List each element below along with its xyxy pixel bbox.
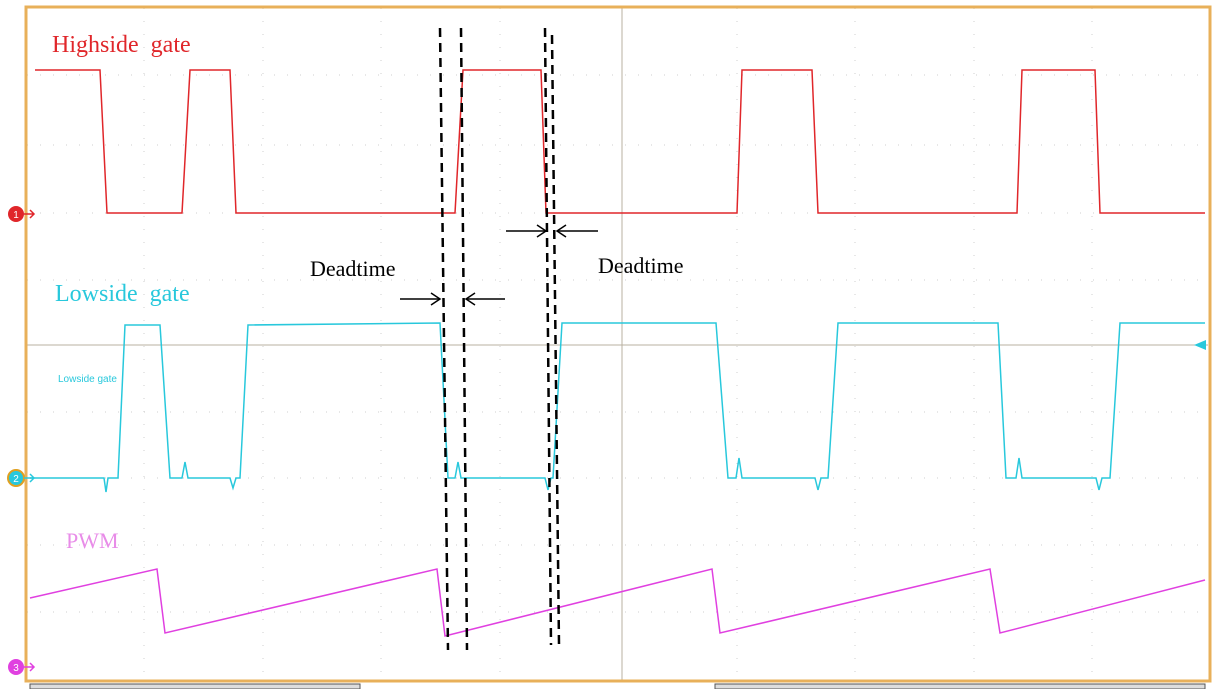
trigger-marker	[1194, 340, 1206, 350]
status-bar	[29, 683, 361, 689]
lowside-small-label: Lowside gate	[58, 374, 117, 385]
deadtime-markers	[438, 27, 561, 651]
channel-number: 3	[13, 663, 19, 674]
channel-3-marker: 3	[8, 659, 36, 675]
pwm-label: PWM	[66, 528, 119, 553]
highside-label: Highside gate	[52, 32, 191, 58]
channel-2-marker: 2	[7, 469, 36, 487]
channel-1-marker: 1	[8, 206, 36, 222]
grid	[27, 8, 1208, 680]
lowside-trace	[30, 322, 1205, 493]
highside-trace	[35, 69, 1205, 214]
deadtime-label: Deadtime	[598, 253, 684, 278]
status-bar	[714, 683, 1206, 689]
frame	[24, 5, 1212, 683]
channel-number: 1	[13, 210, 19, 221]
arrows	[400, 224, 598, 306]
pwm-trace	[29, 568, 1206, 637]
deadtime-label: Deadtime	[310, 256, 396, 281]
lowside-label: Lowside gate	[55, 281, 190, 307]
channel-number: 2	[13, 474, 19, 485]
